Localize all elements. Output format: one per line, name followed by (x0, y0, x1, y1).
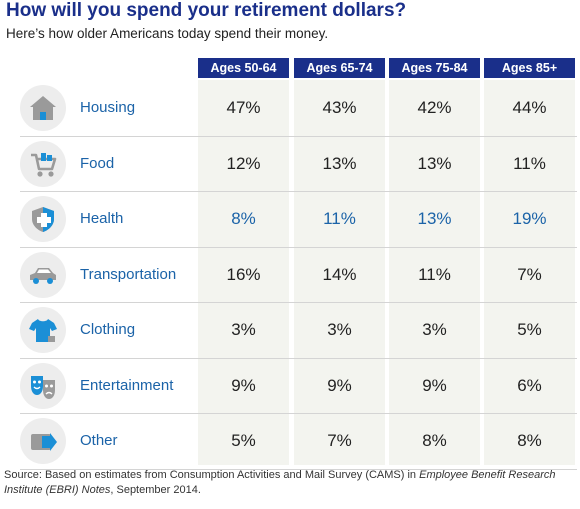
source-note: Source: Based on estimates from Consumpt… (4, 468, 574, 498)
value-cell: 5% (231, 431, 256, 450)
category-label: Transportation (80, 265, 177, 283)
column-header-2: Ages 65-74 (294, 58, 385, 78)
value-cell: 9% (231, 375, 256, 395)
icon-circle (20, 196, 66, 242)
value-cell: 14% (322, 264, 357, 284)
value-cell: 13% (417, 153, 452, 173)
medical-shield-icon (32, 207, 54, 232)
column-shade-3 (389, 80, 480, 465)
value-cell: 11% (418, 264, 451, 284)
value-cell: 3% (422, 320, 447, 339)
row-divider (20, 302, 577, 303)
value-cell: 3% (327, 320, 352, 339)
value-cell: 16% (226, 264, 261, 284)
column-header-4: Ages 85+ (484, 58, 575, 78)
column-header-1: Ages 50-64 (198, 58, 289, 78)
house-icon (30, 96, 56, 120)
value-cell: 8% (422, 431, 447, 450)
category-label: Food (80, 154, 115, 172)
category-label: Clothing (80, 321, 136, 338)
category-label: Entertainment (80, 376, 174, 394)
table-row-other: Other 5% 7% 8% 8% (0, 414, 580, 469)
value-cell: 11% (323, 209, 356, 228)
table-row-housing: Housing 47% 43% 42% 44% (0, 81, 580, 136)
icon-circle (20, 85, 66, 131)
row-divider (20, 191, 577, 192)
value-cell: 7% (327, 431, 352, 450)
value-cell: 42% (417, 98, 452, 117)
source-prefix: Source: Based on estimates from Consumpt… (4, 469, 420, 481)
value-cell: 47% (226, 98, 261, 117)
row-divider (20, 135, 577, 137)
table-row-transportation: Transportation 16% 14% 11% 7% (0, 248, 580, 303)
car-icon (30, 267, 56, 284)
value-cell: 5% (517, 320, 542, 339)
icon-circle (20, 362, 66, 409)
value-cell: 9% (422, 375, 447, 395)
icon-circle (20, 251, 66, 298)
value-cell: 6% (517, 375, 542, 395)
value-cell: 7% (517, 264, 542, 284)
value-cell: 12% (226, 153, 261, 173)
table-row-health: Health 8% 11% 13% 19% (0, 192, 580, 247)
column-shade-4 (484, 80, 575, 465)
shopping-cart-icon (31, 152, 57, 177)
wallet-icon (31, 433, 57, 451)
table-row-food: Food 12% 13% 13% 11% (0, 137, 580, 192)
icon-circle (20, 140, 66, 187)
value-cell: 8% (517, 431, 542, 450)
table-row-entertainment: Entertainment 9% 9% 9% 6% (0, 359, 580, 414)
column-shade-1 (198, 80, 289, 465)
row-divider (20, 246, 577, 248)
source-suffix: , September 2014. (110, 484, 201, 496)
row-divider (20, 468, 577, 470)
table-row-clothing: Clothing 3% 3% 3% 5% (0, 303, 580, 358)
chart-title: How will you spend your retirement dolla… (6, 0, 407, 21)
chart-subtitle: Here’s how older Americans today spend t… (6, 26, 329, 41)
row-divider (20, 357, 577, 359)
value-cell: 13% (417, 209, 452, 228)
value-cell: 43% (322, 98, 357, 117)
value-cell: 44% (512, 98, 547, 117)
category-label: Health (80, 210, 124, 227)
row-divider (20, 413, 577, 414)
category-label: Housing (80, 99, 136, 116)
value-cell: 3% (231, 320, 256, 339)
column-shade-2 (294, 80, 385, 465)
source-publication: Employee Benefit Research Institute (EBR… (4, 469, 556, 496)
category-label: Other (80, 432, 118, 449)
value-cell: 9% (327, 375, 352, 395)
theater-masks-icon (31, 375, 55, 399)
value-cell: 8% (231, 209, 256, 228)
value-cell: 13% (322, 153, 357, 173)
value-cell: 19% (512, 209, 547, 228)
column-header-3: Ages 75-84 (389, 58, 480, 78)
shirt-icon (29, 319, 57, 342)
icon-circle (20, 418, 66, 464)
value-cell: 11% (513, 153, 546, 173)
icon-circle (20, 307, 66, 353)
